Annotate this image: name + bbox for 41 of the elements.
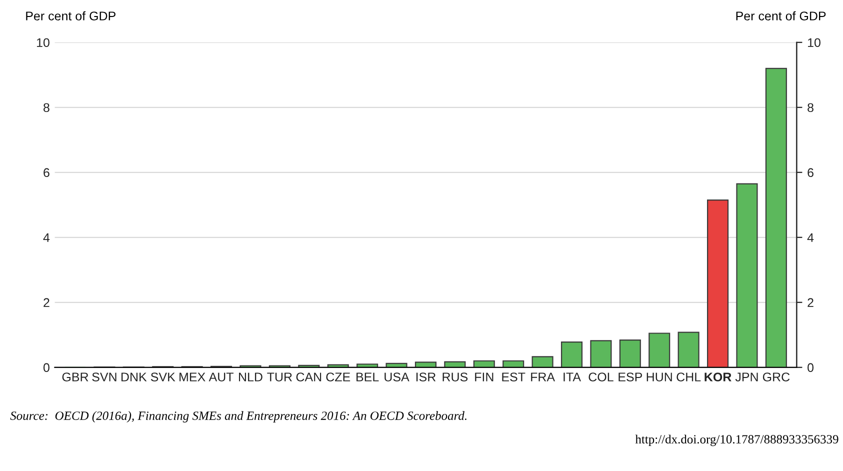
- x-tick-label: USA: [384, 372, 410, 382]
- x-tick-label: COL: [588, 372, 614, 382]
- y-tick-label: 2: [44, 298, 50, 307]
- y-tick-label: 0: [43, 363, 50, 372]
- y2-axis-title: Per cent of GDP: [736, 11, 826, 20]
- y2-tick-label: 2: [808, 298, 814, 307]
- x-tick-label: ISR: [416, 372, 436, 382]
- source-note: Source: OECD (2016a), Financing SMEs and Entrepreneurs 2016: An OECD Scoreboard.: [10, 411, 466, 423]
- x-tick-label: DNK: [121, 372, 147, 382]
- x-tick-label: HUN: [646, 372, 672, 382]
- x-tick-label: CZE: [326, 372, 350, 382]
- x-tick-label: EST: [502, 372, 526, 382]
- x-tick-label: SVN: [92, 372, 116, 382]
- x-tick-label: BEL: [356, 372, 379, 382]
- y-tick-label: 4: [43, 233, 50, 242]
- y2-tick-label: 6: [808, 168, 814, 178]
- x-tick-label: ITA: [564, 372, 581, 382]
- x-tick-label: JPN: [735, 372, 758, 382]
- x-tick-label: FRA: [531, 372, 556, 382]
- y-tick-label: 6: [44, 168, 50, 178]
- y2-tick-label: 4: [807, 233, 814, 242]
- y2-tick-label: 8: [808, 103, 814, 112]
- y2-tick-label: 10: [808, 38, 820, 48]
- y-tick-label: 10: [36, 38, 50, 48]
- x-tick-label: SVK: [150, 372, 176, 382]
- x-tick-label: AUT: [208, 372, 234, 382]
- x-tick-label: GBR: [62, 372, 88, 382]
- x-tick-label: TUR: [267, 372, 292, 382]
- y2-tick-label: 0: [808, 363, 814, 372]
- y-axis-title: Per cent of GDP: [26, 11, 116, 20]
- x-tick-label: ESP: [618, 372, 642, 382]
- x-tick-label: RUS: [442, 372, 468, 382]
- x-tick-label: KOR: [704, 372, 732, 382]
- x-tick-label: CHL: [676, 372, 701, 382]
- x-tick-label: NLD: [239, 372, 262, 382]
- x-tick-label: CAN: [296, 372, 322, 382]
- text: http://dx.doi.org/10.1787/888933356339: [635, 434, 838, 446]
- x-tick-label: MEX: [180, 372, 206, 382]
- y-tick-label: 8: [44, 103, 50, 112]
- x-tick-label: FIN: [475, 372, 494, 382]
- x-tick-label: GRC: [762, 372, 790, 382]
